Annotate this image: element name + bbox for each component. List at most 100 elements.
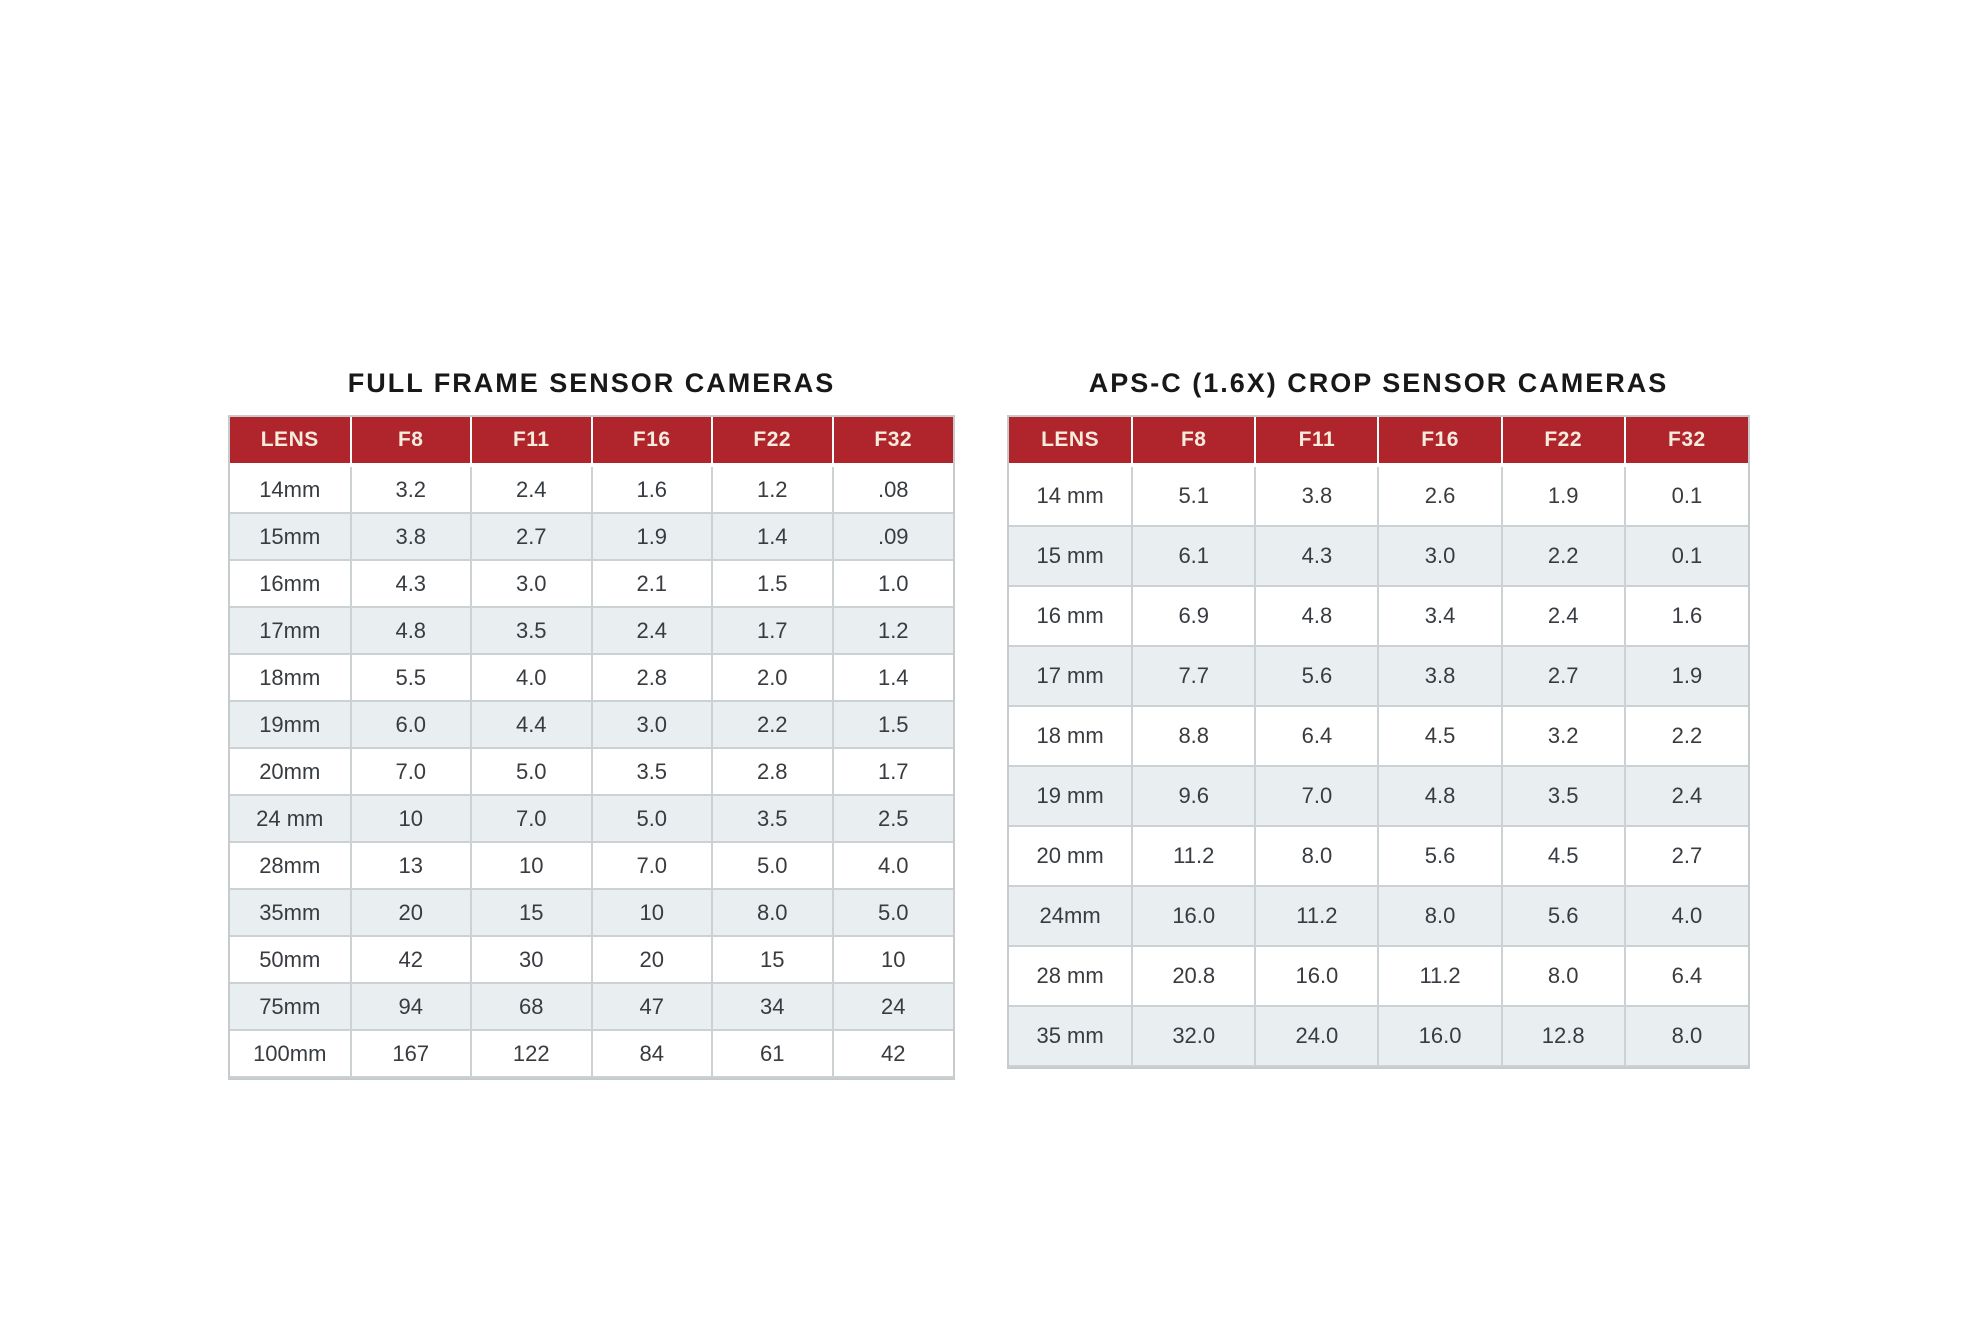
- value-cell: 4.8: [1377, 765, 1503, 827]
- value-cell: 2.4: [1500, 585, 1626, 647]
- table-row: 16 mm 6.9 4.8 3.4 2.4 1.6: [1009, 585, 1748, 647]
- lens-cell: 20mm: [230, 747, 352, 796]
- value-cell: 7.0: [590, 841, 713, 890]
- value-cell: 5.0: [590, 794, 713, 843]
- value-cell: 12.8: [1500, 1005, 1626, 1067]
- value-cell: 5.5: [349, 653, 472, 702]
- value-cell: 4.0: [831, 841, 953, 890]
- value-cell: 1.7: [711, 606, 834, 655]
- column-header-lens: LENS: [230, 417, 352, 467]
- value-cell: 1.6: [1623, 585, 1748, 647]
- value-cell: 4.8: [349, 606, 472, 655]
- table-row: 28mm 13 10 7.0 5.0 4.0: [230, 841, 953, 890]
- value-cell: 7.7: [1131, 645, 1257, 707]
- value-cell: 84: [590, 1029, 713, 1078]
- value-cell: 42: [349, 935, 472, 984]
- value-cell: 1.4: [831, 653, 953, 702]
- value-cell: 7.0: [1254, 765, 1380, 827]
- value-cell: 16.0: [1131, 885, 1257, 947]
- value-cell: 1.5: [831, 700, 953, 749]
- table-row: 14mm 3.2 2.4 1.6 1.2.08: [230, 465, 953, 514]
- value-cell: 5.0: [711, 841, 834, 890]
- value-cell: 3.5: [470, 606, 593, 655]
- value-cell: 3.2: [349, 465, 472, 514]
- value-cell: 11.2: [1377, 945, 1503, 1007]
- aps-c-table-frame: LENS F8 F11 F16 F22 F32 14 mm 5.1 3.8 2.6 1.9 0.1 15…: [1007, 415, 1750, 1069]
- column-header-f8: F8: [1132, 417, 1257, 467]
- column-header-f11: F11: [471, 417, 593, 467]
- column-header-lens: LENS: [1009, 417, 1134, 467]
- column-header-f32: F32: [1624, 417, 1748, 467]
- value-cell: 20.8: [1131, 945, 1257, 1007]
- aps-c-table-section: APS-C (1.6X) CROP SENSOR CAMERAS LENS F8 F…: [1007, 368, 1750, 1069]
- table-row: 17mm 4.8 3.5 2.4 1.7 1.2: [230, 606, 953, 655]
- table-row: 75mm 94 68 47 34 24: [230, 982, 953, 1031]
- value-cell: 5.0: [470, 747, 593, 796]
- value-cell: 24.0: [1254, 1005, 1380, 1067]
- lens-cell: 28mm: [230, 841, 352, 890]
- value-cell: 2.7: [470, 512, 593, 561]
- lens-cell: 18mm: [230, 653, 352, 702]
- lens-cell: 18 mm: [1009, 705, 1134, 767]
- value-cell: 2.4: [1623, 765, 1748, 827]
- lens-cell: 100mm: [230, 1029, 352, 1078]
- value-cell: 2.6: [1377, 465, 1503, 527]
- value-cell: 1.0: [831, 559, 953, 608]
- value-cell: 11.2: [1131, 825, 1257, 887]
- value-cell: 2.5: [831, 794, 953, 843]
- value-cell: 94: [349, 982, 472, 1031]
- column-header-f22: F22: [1501, 417, 1626, 467]
- value-cell: 1.6: [590, 465, 713, 514]
- value-cell: 8.0: [711, 888, 834, 937]
- value-cell: 47: [590, 982, 713, 1031]
- value-cell: 4.3: [349, 559, 472, 608]
- value-cell: 3.5: [711, 794, 834, 843]
- value-cell: 8.0: [1377, 885, 1503, 947]
- table-row: 18mm 5.5 4.0 2.8 2.0 1.4: [230, 653, 953, 702]
- value-cell: 30: [470, 935, 593, 984]
- value-cell: 167: [349, 1029, 472, 1078]
- value-cell: 1.9: [590, 512, 713, 561]
- table-row: 19 mm 9.6 7.0 4.8 3.5 2.4: [1009, 765, 1748, 827]
- value-cell: 5.6: [1377, 825, 1503, 887]
- header-row: LENS F8 F11 F16 F22 F32: [230, 417, 953, 467]
- lens-cell: 35 mm: [1009, 1005, 1134, 1067]
- value-cell: 4.3: [1254, 525, 1380, 587]
- value-cell: 20: [349, 888, 472, 937]
- value-cell: 10: [349, 794, 472, 843]
- table-row: 15mm 3.8 2.7 1.9 1.4.09: [230, 512, 953, 561]
- value-cell: 15: [470, 888, 593, 937]
- table-row: 100mm 167 122 84 61 42: [230, 1029, 953, 1078]
- value-cell: 9.6: [1131, 765, 1257, 827]
- value-cell: 20: [590, 935, 713, 984]
- value-cell: 0.1: [1623, 465, 1748, 527]
- aps-c-table-title: APS-C (1.6X) CROP SENSOR CAMERAS: [1088, 368, 1669, 398]
- value-cell: 1.2: [831, 606, 953, 655]
- value-cell: 1.2: [711, 465, 834, 514]
- table-row: 17 mm 7.7 5.6 3.8 2.7 1.9: [1009, 645, 1748, 707]
- value-cell: 1.9: [1500, 465, 1626, 527]
- lens-cell: 17 mm: [1009, 645, 1134, 707]
- lens-cell: 17mm: [230, 606, 352, 655]
- value-cell: .08: [831, 465, 953, 514]
- value-cell: 5.0: [831, 888, 953, 937]
- full-frame-table-section: FULL FRAME SENSOR CAMERAS LENS F8 F11 F16 F2…: [228, 368, 955, 1080]
- table-row: 14 mm 5.1 3.8 2.6 1.9 0.1: [1009, 465, 1748, 527]
- value-cell: 122: [470, 1029, 593, 1078]
- value-cell: 2.4: [590, 606, 713, 655]
- aps-c-table: LENS F8 F11 F16 F22 F32 14 mm 5.1 3.8 2.6 1.9 0.1 15…: [1009, 417, 1748, 1067]
- value-cell: 5.1: [1131, 465, 1257, 527]
- value-cell: 3.0: [1377, 525, 1503, 587]
- table-row: 15 mm 6.1 4.3 3.0 2.2 0.1: [1009, 525, 1748, 587]
- column-header-f11: F11: [1255, 417, 1380, 467]
- value-cell: 16.0: [1377, 1005, 1503, 1067]
- value-cell: 4.5: [1377, 705, 1503, 767]
- value-cell: 8.8: [1131, 705, 1257, 767]
- full-frame-table-frame: LENS F8 F11 F16 F22 F32 14mm 3.2 2.4 1.6 1.2.08 15m…: [228, 415, 955, 1080]
- value-cell: 2.2: [711, 700, 834, 749]
- value-cell: 1.7: [831, 747, 953, 796]
- column-header-f16: F16: [591, 417, 713, 467]
- value-cell: 2.8: [711, 747, 834, 796]
- value-cell: 32.0: [1131, 1005, 1257, 1067]
